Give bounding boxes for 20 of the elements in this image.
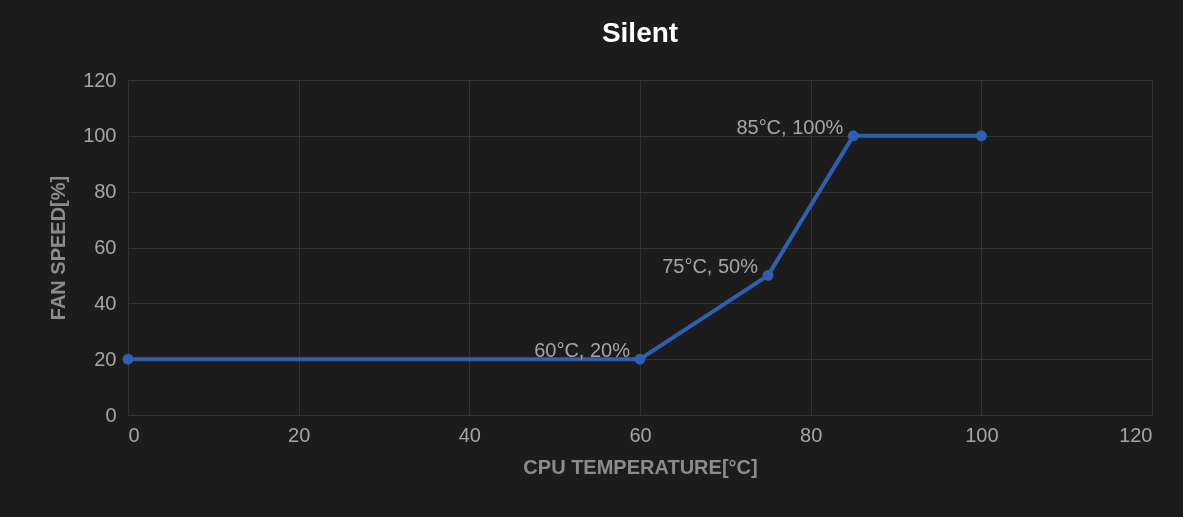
annotation: 85°C, 100% xyxy=(736,115,844,138)
chart-title: Silent xyxy=(601,17,679,48)
y-axis-title: FAN SPEED[%] xyxy=(47,175,70,321)
x-tick-label: 20 xyxy=(288,423,311,446)
y-tick-label: 120 xyxy=(83,68,117,91)
x-tick-label: 60 xyxy=(629,423,652,446)
x-tick-label: 120 xyxy=(1119,423,1153,446)
y-tick-label: 40 xyxy=(94,291,117,314)
y-tick-label: 20 xyxy=(94,347,117,370)
x-tick-label: 100 xyxy=(965,423,999,446)
y-tick-label: 60 xyxy=(94,236,117,258)
x-tick-label: 0 xyxy=(128,423,140,446)
x-tick-label: 80 xyxy=(800,423,823,446)
x-tick-label: 40 xyxy=(458,423,481,446)
annotation: 60°C, 20% xyxy=(534,339,631,362)
x-axis-title: CPU TEMPERATURE[°C] xyxy=(523,455,758,478)
y-tick-label: 80 xyxy=(94,180,117,203)
annotation: 75°C, 50% xyxy=(662,255,759,278)
y-tick-label: 0 xyxy=(105,403,117,426)
y-tick-label: 100 xyxy=(83,124,117,147)
